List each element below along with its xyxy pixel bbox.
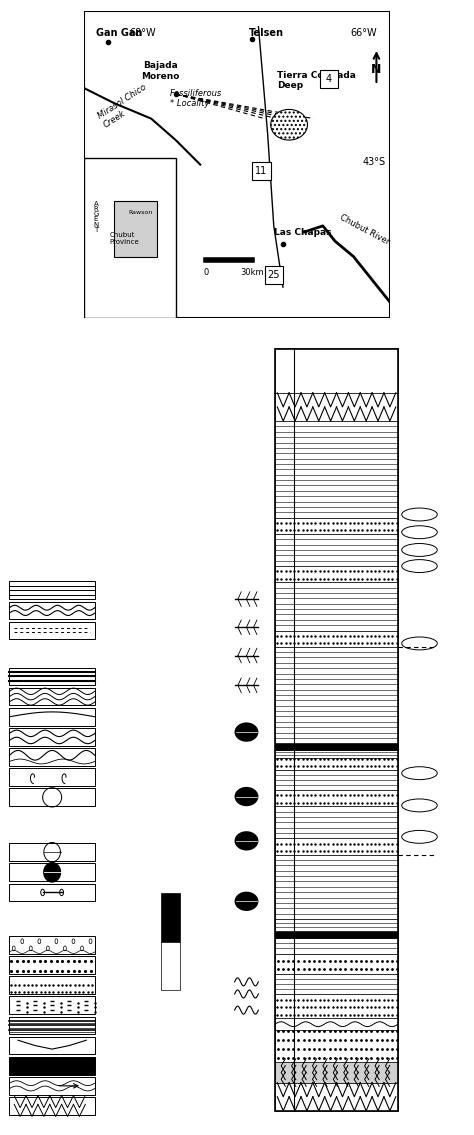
Text: 43°S: 43°S	[363, 157, 386, 167]
Bar	[275, 393, 398, 421]
Polygon shape	[235, 787, 258, 806]
Bar	[275, 1083, 398, 1111]
Text: 68°W: 68°W	[130, 28, 156, 37]
Bar	[9, 708, 95, 725]
Bar	[275, 631, 398, 647]
Ellipse shape	[402, 560, 437, 572]
Ellipse shape	[402, 799, 437, 812]
Polygon shape	[235, 892, 258, 911]
Bar	[275, 855, 398, 919]
Bar	[114, 201, 157, 257]
Text: Las Chapas: Las Chapas	[274, 228, 331, 237]
Ellipse shape	[402, 508, 437, 521]
Text: Chubut River: Chubut River	[338, 212, 391, 246]
Bar	[9, 1036, 95, 1054]
Text: Telsen: Telsen	[249, 28, 284, 37]
Text: Chubut
Province: Chubut Province	[110, 233, 139, 245]
Bar	[275, 533, 398, 566]
Bar	[9, 581, 95, 599]
Bar	[275, 994, 398, 1018]
Bar	[9, 1057, 95, 1075]
Bar	[275, 743, 398, 750]
Bar	[275, 931, 398, 938]
Text: A
R
G
E
N
T: A R G E N T	[93, 201, 99, 233]
Bar	[275, 582, 398, 631]
Bar	[275, 518, 398, 533]
Bar	[275, 421, 398, 518]
Text: 66°W: 66°W	[350, 28, 377, 37]
Bar	[9, 936, 95, 953]
Text: Mirasol Chico
Creek: Mirasol Chico Creek	[96, 83, 154, 129]
Bar	[9, 688, 95, 706]
Bar	[275, 919, 398, 931]
Bar	[9, 843, 95, 861]
Bar	[9, 728, 95, 746]
Text: 0: 0	[204, 268, 209, 277]
Ellipse shape	[271, 109, 308, 140]
Bar	[84, 159, 176, 318]
Ellipse shape	[402, 831, 437, 843]
Ellipse shape	[402, 637, 437, 650]
Bar	[9, 789, 95, 806]
Bar	[9, 667, 95, 686]
Bar	[275, 348, 398, 393]
Ellipse shape	[402, 526, 437, 539]
Bar	[275, 770, 398, 790]
Bar	[9, 748, 95, 766]
Bar	[9, 768, 95, 787]
FancyBboxPatch shape	[320, 69, 338, 87]
Bar	[9, 602, 95, 620]
Bar	[275, 938, 398, 953]
Bar	[161, 893, 180, 942]
Polygon shape	[235, 831, 258, 850]
Ellipse shape	[402, 767, 437, 780]
Text: 25: 25	[267, 270, 280, 280]
Bar	[275, 647, 398, 743]
Text: Bajada
Moreno: Bajada Moreno	[141, 61, 180, 81]
Text: Rawson: Rawson	[128, 210, 153, 215]
Text: 30km: 30km	[240, 268, 264, 277]
Text: N: N	[371, 62, 382, 76]
Bar	[9, 997, 95, 1015]
Text: Tierra Colorada
Deep: Tierra Colorada Deep	[277, 70, 356, 90]
Bar	[9, 1077, 95, 1094]
FancyBboxPatch shape	[252, 161, 271, 179]
Bar	[9, 1098, 95, 1115]
Polygon shape	[235, 722, 258, 742]
Text: Gan Gan: Gan Gan	[96, 28, 142, 37]
Bar	[9, 622, 95, 639]
Ellipse shape	[402, 544, 437, 556]
Bar	[9, 976, 95, 994]
Bar	[275, 750, 398, 758]
Text: Fossiliferous
* Locality: Fossiliferous * Locality	[170, 89, 222, 108]
FancyBboxPatch shape	[264, 266, 283, 284]
Bar	[275, 790, 398, 806]
Bar	[275, 350, 398, 1111]
Bar	[9, 864, 95, 881]
Bar	[9, 1017, 95, 1034]
Bar	[9, 956, 95, 974]
Bar	[275, 566, 398, 582]
Bar	[275, 1062, 398, 1083]
Bar	[161, 942, 180, 990]
Bar	[275, 806, 398, 839]
Text: 4: 4	[326, 74, 332, 84]
Bar	[275, 1018, 398, 1031]
Bar	[275, 758, 398, 770]
Polygon shape	[44, 863, 61, 882]
Bar	[275, 953, 398, 974]
Bar	[275, 974, 398, 994]
Bar	[275, 839, 398, 855]
Text: 11: 11	[255, 166, 268, 176]
Bar	[9, 883, 95, 901]
Bar	[275, 1031, 398, 1062]
